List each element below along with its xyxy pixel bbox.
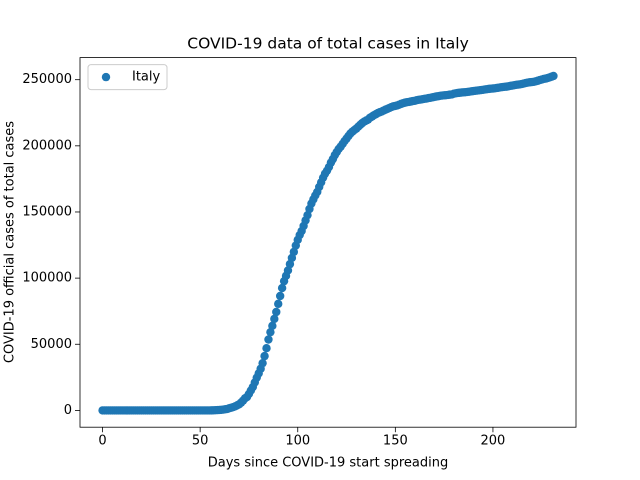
point bbox=[283, 266, 293, 275]
point bbox=[260, 351, 269, 361]
y-tick-label: 200000 bbox=[22, 138, 72, 153]
point bbox=[549, 71, 558, 81]
x-axis-label: Days since COVID-19 start spreading bbox=[208, 456, 448, 471]
legend-label: Italy bbox=[132, 70, 161, 85]
x-tick-label: 50 bbox=[192, 434, 209, 449]
legend-marker bbox=[101, 72, 111, 82]
point bbox=[272, 307, 281, 317]
point bbox=[266, 327, 275, 337]
y-tick-label: 50000 bbox=[31, 337, 72, 352]
chart-title: COVID-19 data of total cases in Italy bbox=[187, 35, 469, 53]
plot-frame bbox=[79, 57, 577, 428]
legend: Italy bbox=[87, 64, 168, 91]
x-tick-label: 0 bbox=[98, 434, 106, 449]
point bbox=[264, 335, 273, 344]
y-axis-label: COVID-19 official cases of total cases bbox=[3, 121, 18, 363]
point bbox=[268, 321, 277, 331]
legend-frame bbox=[87, 64, 168, 91]
point bbox=[262, 343, 271, 353]
x-tick-label: 150 bbox=[383, 434, 408, 449]
x-tick-label: 200 bbox=[481, 434, 506, 449]
point bbox=[275, 291, 285, 301]
y-tick-label: 250000 bbox=[22, 72, 72, 87]
y-tick-label: 0 bbox=[64, 403, 72, 418]
point bbox=[258, 358, 267, 368]
y-tick-label: 150000 bbox=[22, 204, 72, 219]
x-tick-label: 100 bbox=[285, 434, 310, 449]
y-tick-label: 100000 bbox=[22, 271, 72, 286]
point bbox=[274, 299, 283, 309]
point bbox=[289, 247, 299, 257]
point bbox=[277, 283, 287, 293]
point bbox=[270, 314, 279, 324]
